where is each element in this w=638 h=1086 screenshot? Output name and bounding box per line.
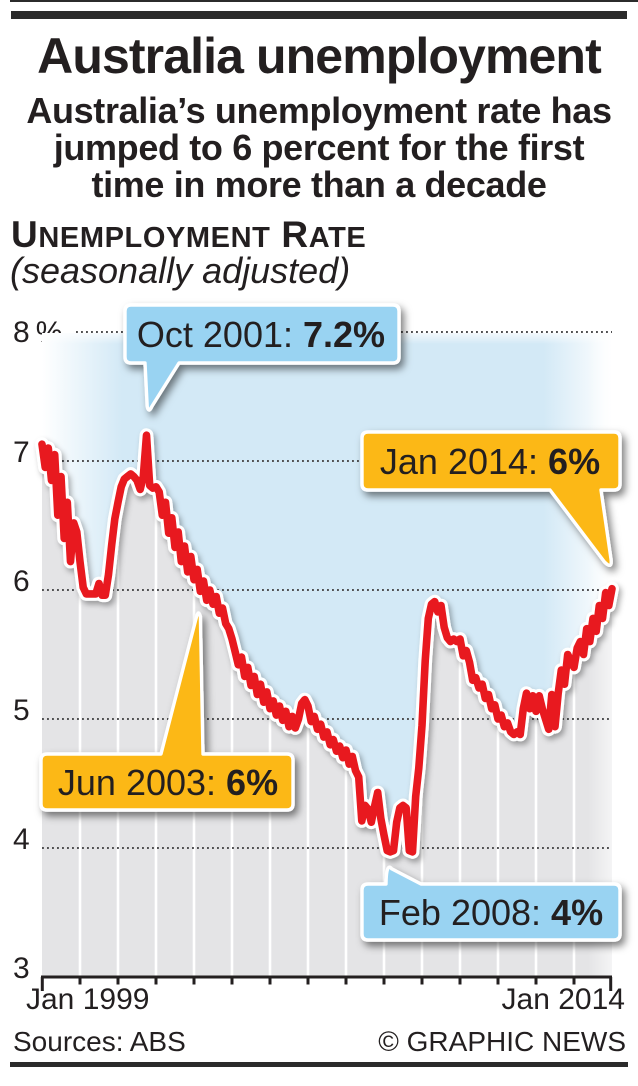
svg-text:Oct 2001: 7.2%: Oct 2001: 7.2% bbox=[137, 314, 385, 355]
svg-text:Feb 2008: 4%: Feb 2008: 4% bbox=[379, 892, 603, 933]
svg-text:Jan 2014: 6%: Jan 2014: 6% bbox=[380, 441, 600, 482]
svg-text:Jun 2003: 6%: Jun 2003: 6% bbox=[58, 762, 278, 803]
